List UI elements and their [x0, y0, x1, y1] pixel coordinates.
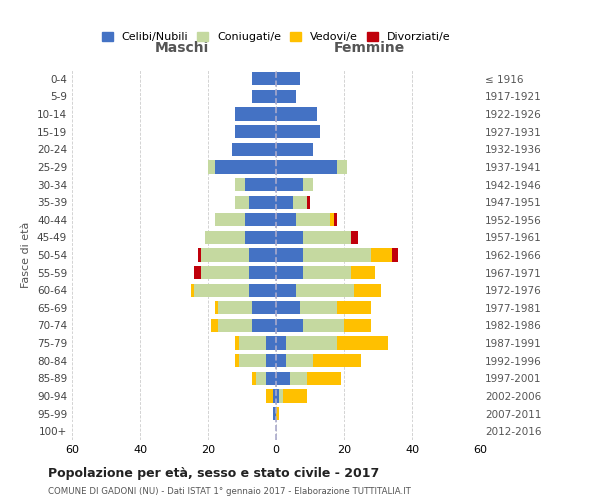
Bar	[245, 178, 276, 191]
Bar	[276, 72, 300, 86]
Bar	[300, 301, 337, 314]
Bar	[276, 178, 303, 191]
Bar	[344, 319, 371, 332]
Bar	[235, 125, 276, 138]
Bar	[276, 108, 317, 120]
Text: Femmine: Femmine	[334, 41, 406, 55]
Bar	[276, 407, 280, 420]
Bar	[201, 266, 249, 279]
Bar	[337, 301, 371, 314]
Bar	[266, 390, 272, 402]
Bar	[337, 160, 347, 173]
Bar	[252, 301, 276, 314]
Bar	[337, 336, 388, 349]
Bar	[276, 390, 280, 402]
Bar	[293, 196, 307, 209]
Bar	[266, 336, 276, 349]
Bar	[276, 336, 286, 349]
Bar	[303, 319, 344, 332]
Y-axis label: Fasce di età: Fasce di età	[22, 222, 31, 288]
Bar	[276, 301, 300, 314]
Bar	[307, 372, 341, 385]
Bar	[303, 178, 313, 191]
Bar	[218, 319, 252, 332]
Bar	[239, 354, 266, 368]
Bar	[232, 142, 276, 156]
Bar	[276, 90, 296, 103]
Bar	[218, 301, 252, 314]
Bar	[276, 142, 313, 156]
Bar	[249, 196, 276, 209]
Bar	[351, 231, 358, 244]
Text: Popolazione per età, sesso e stato civile - 2017: Popolazione per età, sesso e stato civil…	[48, 468, 379, 480]
Bar	[205, 231, 245, 244]
Bar	[331, 213, 334, 226]
Bar	[354, 284, 382, 297]
Bar	[307, 196, 310, 209]
Bar	[334, 213, 337, 226]
Bar	[215, 301, 218, 314]
Bar	[276, 160, 337, 173]
Bar	[276, 372, 290, 385]
Bar	[272, 407, 276, 420]
Bar	[296, 213, 331, 226]
Bar	[256, 372, 266, 385]
Bar	[371, 248, 392, 262]
Bar	[296, 284, 354, 297]
Bar	[245, 213, 276, 226]
Bar	[252, 372, 256, 385]
Bar	[303, 231, 351, 244]
Bar	[276, 248, 303, 262]
Bar	[194, 284, 249, 297]
Bar	[303, 266, 351, 279]
Bar	[290, 372, 307, 385]
Bar	[252, 72, 276, 86]
Bar	[276, 231, 303, 244]
Bar	[208, 160, 215, 173]
Bar	[351, 266, 374, 279]
Bar	[249, 266, 276, 279]
Bar	[249, 248, 276, 262]
Bar	[283, 390, 307, 402]
Bar	[211, 319, 218, 332]
Bar	[276, 125, 320, 138]
Bar	[245, 231, 276, 244]
Bar	[276, 354, 286, 368]
Bar	[235, 108, 276, 120]
Bar	[276, 196, 293, 209]
Bar	[276, 266, 303, 279]
Bar	[276, 319, 303, 332]
Bar	[280, 390, 283, 402]
Text: COMUNE DI GADONI (NU) - Dati ISTAT 1° gennaio 2017 - Elaborazione TUTTITALIA.IT: COMUNE DI GADONI (NU) - Dati ISTAT 1° ge…	[48, 488, 411, 496]
Bar	[191, 284, 194, 297]
Bar	[194, 266, 201, 279]
Bar	[235, 336, 239, 349]
Bar	[235, 178, 245, 191]
Bar	[235, 354, 239, 368]
Bar	[239, 336, 266, 349]
Bar	[198, 248, 201, 262]
Bar	[313, 354, 361, 368]
Bar	[276, 284, 296, 297]
Bar	[272, 390, 276, 402]
Bar	[215, 160, 276, 173]
Bar	[235, 196, 249, 209]
Bar	[286, 354, 313, 368]
Bar	[266, 354, 276, 368]
Bar	[252, 90, 276, 103]
Bar	[392, 248, 398, 262]
Bar	[286, 336, 337, 349]
Bar	[252, 319, 276, 332]
Bar	[276, 213, 296, 226]
Bar	[266, 372, 276, 385]
Bar	[215, 213, 245, 226]
Bar	[303, 248, 371, 262]
Bar	[201, 248, 249, 262]
Bar	[249, 284, 276, 297]
Text: Maschi: Maschi	[155, 41, 209, 55]
Legend: Celibi/Nubili, Coniugati/e, Vedovi/e, Divorziati/e: Celibi/Nubili, Coniugati/e, Vedovi/e, Di…	[97, 28, 455, 47]
